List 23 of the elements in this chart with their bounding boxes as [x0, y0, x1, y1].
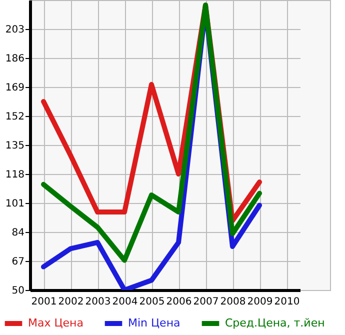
y-tick-label: 169 — [5, 82, 24, 94]
y-tick-label: 50 — [12, 286, 24, 296]
x-tick-label: 2009 — [247, 296, 273, 308]
y-tick-label: 101 — [5, 198, 24, 210]
x-tick-label: 2001 — [31, 296, 57, 308]
y-tick-label: 152 — [5, 112, 24, 122]
x-tick-label: 2008 — [220, 296, 246, 308]
x-tick-label: 2006 — [166, 296, 192, 308]
x-tick-label: 2007 — [193, 296, 219, 308]
x-tick-label: 2002 — [58, 296, 84, 308]
legend-label: Min Цена — [128, 316, 180, 330]
y-tick-label: 186 — [5, 54, 24, 64]
y-tick-label: 84 — [12, 228, 24, 238]
x-tick-label: 2005 — [139, 296, 165, 308]
y-tick-label: 135 — [5, 140, 24, 152]
legend-label: Max Цена — [28, 316, 84, 330]
legend-label: Сред.Цена, т.йен — [225, 316, 325, 330]
x-tick-label: 2010 — [274, 296, 300, 308]
y-tick-label: 118 — [5, 170, 24, 180]
y-tick-label: 203 — [5, 24, 24, 36]
y-tick-label: 67 — [12, 256, 24, 268]
x-tick-label: 2004 — [112, 296, 138, 308]
x-tick-label: 2003 — [85, 296, 111, 308]
